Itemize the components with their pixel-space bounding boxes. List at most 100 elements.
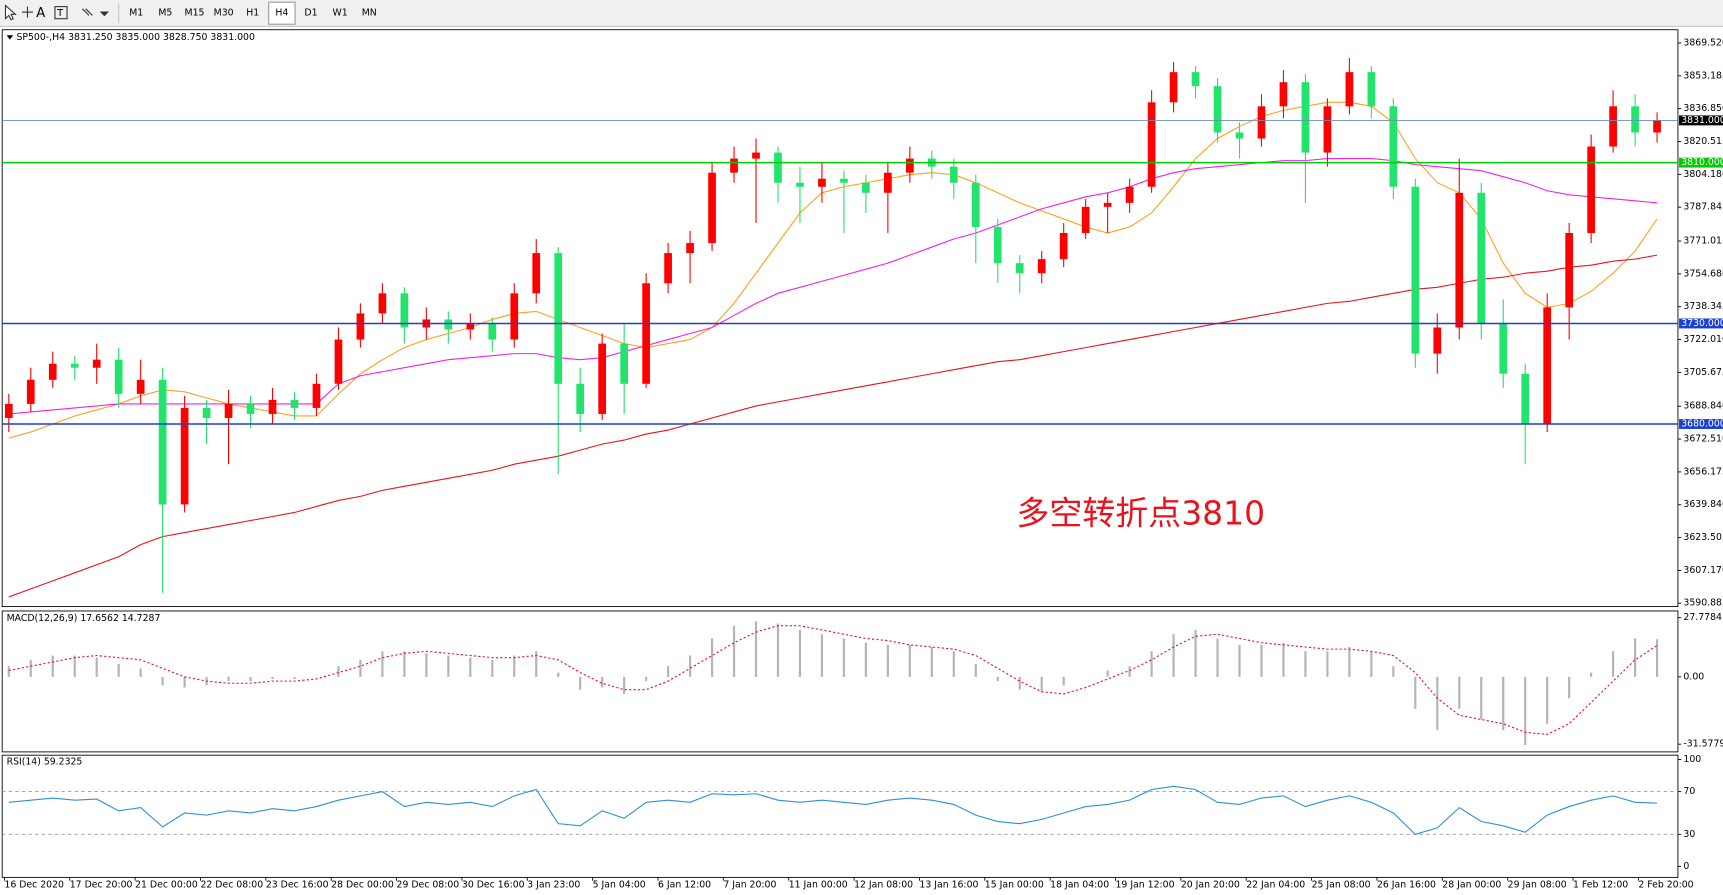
candle-body <box>180 407 189 505</box>
candle-body <box>378 293 387 314</box>
timeframe-button[interactable]: D1 <box>304 8 317 19</box>
price-level-label: 3680.000 <box>1681 419 1723 430</box>
candle-body <box>1323 106 1332 153</box>
crosshair-tool[interactable] <box>21 6 33 18</box>
candle-body <box>949 166 958 183</box>
candle-body <box>554 253 563 384</box>
x-tick-label: 22 Jan 04:00 <box>1246 880 1305 891</box>
candle-body <box>796 182 804 187</box>
candle-body <box>312 383 321 408</box>
y-tick-label: 100 <box>1683 754 1701 765</box>
y-tick-label: 3754.680 <box>1683 268 1723 279</box>
candle-body <box>862 182 870 193</box>
moving-average <box>8 158 1658 415</box>
candle-body <box>334 339 343 384</box>
candle-body <box>1235 132 1244 139</box>
candle-body <box>576 383 585 414</box>
label-tool-glyph: T <box>56 8 64 19</box>
x-tick-label: 16 Dec 2020 <box>4 880 64 891</box>
y-tick-label: 3787.845 <box>1683 202 1723 213</box>
shapes-tool[interactable] <box>82 8 110 17</box>
macd-plot <box>1 610 1679 753</box>
label-tool[interactable] <box>54 6 68 20</box>
candle-body <box>1411 186 1420 354</box>
y-tick-label: 3804.180 <box>1683 169 1723 180</box>
y-tick-label: 3722.010 <box>1683 334 1723 345</box>
timeframe-button[interactable]: M1 <box>129 8 143 19</box>
candle-body <box>1169 72 1178 103</box>
timeframe-button[interactable]: M30 <box>214 8 234 19</box>
candle-body <box>510 293 519 340</box>
candle-body <box>1059 232 1068 260</box>
moving-average <box>8 254 1658 598</box>
candle-body <box>686 243 694 254</box>
x-tick-label: 2 Feb 20:00 <box>1638 880 1693 891</box>
candle-body <box>818 178 826 187</box>
timeframe-button[interactable]: H1 <box>246 8 259 19</box>
candle-body <box>4 403 13 418</box>
symbol-title: SP500-,H4 <box>16 32 65 43</box>
candle-body <box>993 226 1002 264</box>
x-tick-label: 6 Jan 12:00 <box>658 880 711 891</box>
y-tick-label: 3688.840 <box>1683 401 1723 412</box>
timeframe-button[interactable]: H4 <box>275 8 288 19</box>
price-level-label: 3810.000 <box>1681 157 1723 168</box>
macd-title: MACD(12,26,9) 17.6562 14.7287 <box>7 613 161 624</box>
candle-body <box>1279 82 1288 107</box>
candle-body <box>1631 106 1639 133</box>
candle-body <box>1213 86 1222 133</box>
x-tick-label: 29 Jan 08:00 <box>1508 880 1567 891</box>
candle-body <box>664 253 672 284</box>
x-tick-label: 18 Jan 04:00 <box>1050 880 1109 891</box>
y-tick-label: 30 <box>1683 829 1695 840</box>
price-level-tag <box>1679 318 1723 329</box>
candle-body <box>906 158 914 173</box>
y-tick-label: 3623.505 <box>1683 532 1723 543</box>
timeframe-button[interactable]: M15 <box>185 8 205 19</box>
x-tick-label: 7 Jan 20:00 <box>723 880 776 891</box>
candle-body <box>752 152 760 159</box>
candle-body <box>1147 102 1156 187</box>
candle-body <box>444 319 453 330</box>
cursor-tool[interactable] <box>4 4 17 21</box>
candle-body <box>1367 72 1376 107</box>
y-tick-label: 3771.015 <box>1683 236 1723 247</box>
timeframe-button[interactable]: W1 <box>333 8 348 19</box>
y-tick-label: 0.00 <box>1683 671 1704 682</box>
candle-body <box>1037 259 1046 274</box>
x-tick-label: 3 Jan 23:00 <box>527 880 580 891</box>
y-tick-label: 3656.175 <box>1683 466 1723 477</box>
candle-body <box>356 313 365 340</box>
timeframe-button[interactable]: M5 <box>158 8 172 19</box>
candle-body <box>971 182 980 227</box>
candle-body <box>1433 327 1442 354</box>
x-tick-label: 26 Jan 16:00 <box>1377 880 1436 891</box>
candle-body <box>774 152 782 183</box>
price-level-tag <box>1679 157 1723 168</box>
candle-body <box>70 363 79 368</box>
candle-body <box>730 158 738 173</box>
x-tick-label: 28 Dec 00:00 <box>331 880 394 891</box>
y-tick-label: 3672.510 <box>1683 434 1723 445</box>
candle-body <box>114 359 123 394</box>
candle-body <box>1301 82 1310 153</box>
candle-body <box>1477 192 1486 324</box>
x-tick-label: 19 Jan 12:00 <box>1116 880 1175 891</box>
x-tick-label: 29 Dec 08:00 <box>397 880 460 891</box>
x-tick-label: 11 Jan 00:00 <box>789 880 848 891</box>
candle-body <box>1389 106 1398 187</box>
y-tick-label: 27.7784 <box>1683 612 1722 623</box>
x-tick-label: 25 Jan 08:00 <box>1312 880 1371 891</box>
timeframe-button[interactable]: MN <box>362 8 377 19</box>
text-tool[interactable]: A <box>36 6 45 21</box>
price-level-tag <box>1679 115 1723 126</box>
x-tick-label: 20 Jan 20:00 <box>1181 880 1240 891</box>
rsi-plot <box>1 754 1679 878</box>
moving-average <box>8 101 1658 439</box>
candle-body <box>1521 373 1530 425</box>
candle-body <box>1609 106 1617 147</box>
candle-body <box>268 399 277 414</box>
candle-body <box>136 379 145 394</box>
x-tick-label: 15 Jan 00:00 <box>985 880 1044 891</box>
